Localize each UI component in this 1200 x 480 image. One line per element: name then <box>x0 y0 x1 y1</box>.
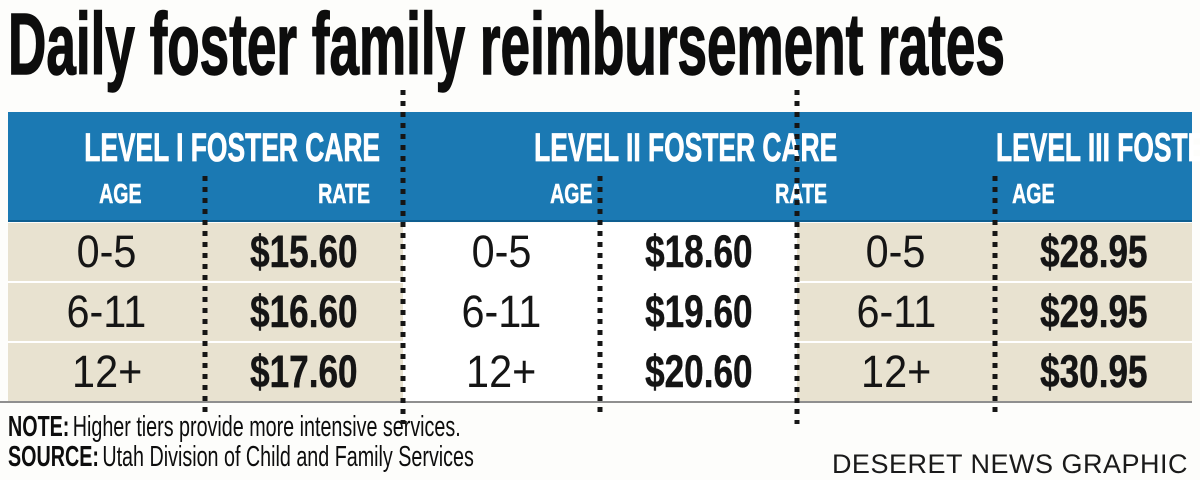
age-cell: 0-5 <box>76 226 137 277</box>
rate-cell: $30.95 <box>1039 346 1148 398</box>
rate-cell: $15.60 <box>250 226 358 278</box>
source-text: Utah Division of Child and Family Servic… <box>102 441 474 473</box>
age-cell: 12+ <box>71 346 142 397</box>
level-2-title-text: LEVEL II FOSTER CARE <box>534 125 838 170</box>
level-1-title: LEVEL I FOSTER CARE <box>8 124 456 172</box>
age-cell: 6-11 <box>856 286 936 337</box>
age-cell: 0-5 <box>471 226 532 277</box>
source-label: SOURCE: <box>8 441 99 473</box>
age-rate-divider-dotted-line <box>202 176 208 414</box>
level-1-subheader: AGE RATE <box>8 172 456 216</box>
age-cell: 12+ <box>466 346 537 397</box>
level-2-header: LEVEL II FOSTER CARE AGE RATE <box>456 112 915 220</box>
age-rate-divider-dotted-line <box>992 176 998 414</box>
level-2-subheader: AGE RATE <box>456 172 915 216</box>
level-1-age-header: AGE <box>98 178 142 210</box>
age-cell: 6-11 <box>66 286 147 337</box>
level-1-title-text: LEVEL I FOSTER CARE <box>84 125 381 170</box>
page-title-text: Daily foster family reimbursement rates <box>8 0 1006 93</box>
level-3-header: LEVEL III FOSTER CARE AGE RATE <box>916 112 1200 220</box>
level-2-age-header: AGE <box>549 178 593 210</box>
rate-cell: $16.60 <box>250 286 358 338</box>
level-1-rate-header: RATE <box>318 178 371 210</box>
level-2-title: LEVEL II FOSTER CARE <box>456 124 915 172</box>
rate-cell: $17.60 <box>250 346 358 398</box>
rates-table: LEVEL I FOSTER CARE AGE RATE LEVEL II FO… <box>0 90 1200 424</box>
rate-cell: $19.60 <box>644 286 753 338</box>
section-divider-dotted-line <box>400 90 406 424</box>
note-line: NOTE: Higher tiers provide more intensive… <box>8 413 674 442</box>
rate-cell: $20.60 <box>644 346 753 398</box>
age-cell: 0-5 <box>866 226 926 277</box>
level-3-rate-header: RATE <box>1151 172 1200 216</box>
age-cell: 6-11 <box>461 286 542 337</box>
level-3-subheader: AGE RATE <box>916 172 1200 216</box>
page-title: Daily foster family reimbursement rates <box>8 0 1200 93</box>
table-bottom-rule <box>0 401 1192 403</box>
level-3-title-text: LEVEL III FOSTER CARE <box>995 125 1200 170</box>
level-3-age-header: AGE <box>1011 178 1055 210</box>
note-label: NOTE: <box>8 411 70 443</box>
level-1-header: LEVEL I FOSTER CARE AGE RATE <box>8 112 456 220</box>
note-text: Higher tiers provide more intensive serv… <box>72 411 461 443</box>
age-cell: 12+ <box>860 346 932 397</box>
rate-cell: $18.60 <box>644 226 753 278</box>
age-rate-divider-dotted-line <box>597 176 603 414</box>
rate-cell: $28.95 <box>1039 226 1148 278</box>
credit-line: DESERET NEWS GRAPHIC <box>831 449 1188 479</box>
level-2-rate-header: RATE <box>774 178 827 210</box>
source-line: SOURCE: Utah Division of Child and Family… <box>8 443 693 472</box>
rate-cell: $29.95 <box>1039 286 1148 338</box>
section-divider-dotted-line <box>794 90 800 424</box>
level-3-title: LEVEL III FOSTER CARE <box>916 124 1200 172</box>
